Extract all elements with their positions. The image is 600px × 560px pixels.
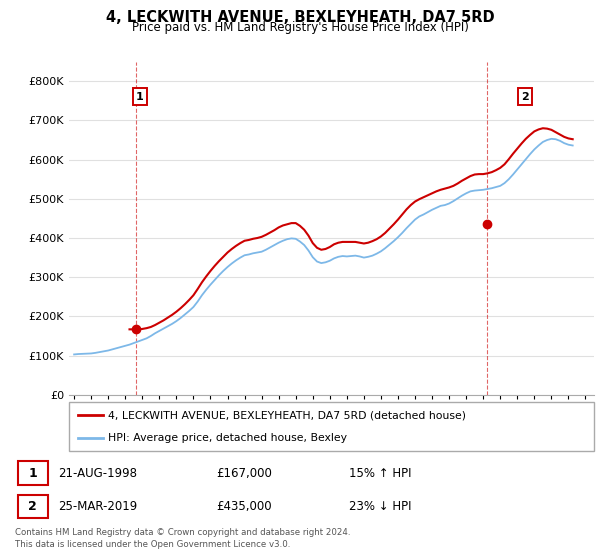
Text: £167,000: £167,000 — [217, 467, 272, 480]
Text: 2: 2 — [28, 500, 37, 513]
Text: HPI: Average price, detached house, Bexley: HPI: Average price, detached house, Bexl… — [109, 433, 347, 444]
Text: £435,000: £435,000 — [217, 500, 272, 513]
Bar — [18, 461, 48, 486]
Text: 25-MAR-2019: 25-MAR-2019 — [58, 500, 137, 513]
Text: Price paid vs. HM Land Registry's House Price Index (HPI): Price paid vs. HM Land Registry's House … — [131, 21, 469, 34]
Text: 21-AUG-1998: 21-AUG-1998 — [58, 467, 137, 480]
Text: 1: 1 — [28, 467, 37, 480]
Text: 15% ↑ HPI: 15% ↑ HPI — [349, 467, 412, 480]
Text: 23% ↓ HPI: 23% ↓ HPI — [349, 500, 412, 513]
Text: 1: 1 — [136, 92, 144, 101]
Text: 2: 2 — [521, 92, 529, 101]
Text: Contains HM Land Registry data © Crown copyright and database right 2024.
This d: Contains HM Land Registry data © Crown c… — [15, 528, 350, 549]
Text: 4, LECKWITH AVENUE, BEXLEYHEATH, DA7 5RD: 4, LECKWITH AVENUE, BEXLEYHEATH, DA7 5RD — [106, 10, 494, 25]
Bar — [18, 494, 48, 519]
Text: 4, LECKWITH AVENUE, BEXLEYHEATH, DA7 5RD (detached house): 4, LECKWITH AVENUE, BEXLEYHEATH, DA7 5RD… — [109, 410, 466, 421]
